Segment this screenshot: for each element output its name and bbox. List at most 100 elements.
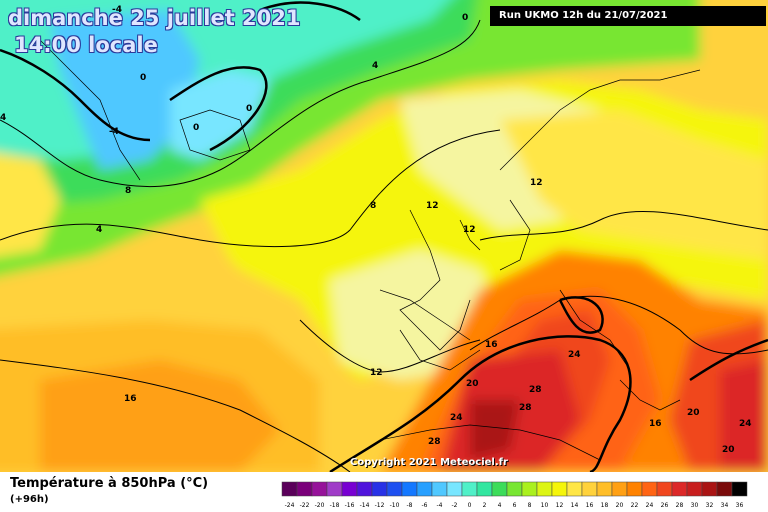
legend-swatch <box>281 481 298 497</box>
temperature-map: -4 -4 0 0 0 0 4 4 4 8 8 12 12 12 12 16 1… <box>0 0 768 472</box>
legend-swatch <box>416 481 433 497</box>
contour-labels: -4 -4 0 0 0 0 4 4 4 8 8 12 12 12 12 16 1… <box>0 5 752 455</box>
legend-tick: 34 <box>721 502 729 509</box>
legend-tick: 12 <box>556 502 564 509</box>
contour-label: 12 <box>463 225 476 235</box>
legend-tick: 22 <box>631 502 639 509</box>
legend-swatch <box>671 481 688 497</box>
contour-label: 0 <box>140 73 146 83</box>
legend-swatch <box>386 481 403 497</box>
contour-label: 28 <box>529 385 542 395</box>
legend-tick: 8 <box>528 502 532 509</box>
legend-tick: 24 <box>646 502 654 509</box>
contour-label: 28 <box>428 437 441 447</box>
bold-isotherms <box>0 1 768 472</box>
legend-swatch <box>311 481 328 497</box>
model-run-info: Run UKMO 12h du 21/07/2021 <box>490 6 766 26</box>
legend-swatch <box>356 481 373 497</box>
legend-tick: 0 <box>468 502 472 509</box>
contour-label: 24 <box>568 350 581 360</box>
legend-tick: 30 <box>691 502 699 509</box>
legend-swatch <box>716 481 733 497</box>
legend-swatch <box>551 481 568 497</box>
legend-tick: 28 <box>676 502 684 509</box>
legend-tick: 20 <box>616 502 624 509</box>
contour-label: 24 <box>739 419 752 429</box>
legend-tick: 2 <box>483 502 487 509</box>
legend-swatch <box>731 481 748 497</box>
contour-label: -4 <box>112 5 122 15</box>
parameter-title: Température à 850hPa (°C) <box>10 476 209 491</box>
legend-swatch <box>491 481 508 497</box>
contour-label: 16 <box>124 394 137 404</box>
legend-swatch <box>371 481 388 497</box>
legend-tick: 32 <box>706 502 714 509</box>
legend-swatch <box>581 481 598 497</box>
contour-label: 8 <box>125 186 131 196</box>
legend-tick: -8 <box>407 502 413 509</box>
legend-tick: -20 <box>315 502 325 509</box>
legend-tick: -24 <box>285 502 295 509</box>
forecast-time: 14:00 locale <box>14 33 158 57</box>
legend-tick: -4 <box>437 502 443 509</box>
contour-label: 20 <box>687 408 700 418</box>
legend-swatch <box>401 481 418 497</box>
legend-tick: -14 <box>360 502 370 509</box>
legend-tick: 18 <box>601 502 609 509</box>
legend-tick: 36 <box>736 502 744 509</box>
color-scale-legend: -24 -22 -20 -18 -16 -14 -12 -10 -8 -6 -4 -2 0 2 4 6 8 10 1… <box>281 481 748 509</box>
legend-tick: -10 <box>390 502 400 509</box>
contour-label: 12 <box>426 201 439 211</box>
copyright-notice: Copyright 2021 Meteociel.fr <box>350 457 508 468</box>
legend-swatch <box>521 481 538 497</box>
isotherms <box>0 19 768 472</box>
legend-swatch <box>461 481 478 497</box>
contour-label: 24 <box>450 413 463 423</box>
legend-tick: -2 <box>452 502 458 509</box>
legend-swatch <box>701 481 718 497</box>
legend-tick: 26 <box>661 502 669 509</box>
contour-label: 0 <box>246 104 252 114</box>
contour-label: 12 <box>370 368 383 378</box>
legend-swatch <box>596 481 613 497</box>
legend-swatch <box>431 481 448 497</box>
legend-swatch <box>476 481 493 497</box>
contour-label: 12 <box>530 178 543 188</box>
contour-label: 16 <box>649 419 662 429</box>
legend-tick: 4 <box>498 502 502 509</box>
legend-swatch <box>326 481 343 497</box>
contour-label: 4 <box>0 113 6 123</box>
legend-swatch <box>296 481 313 497</box>
legend-tick: -16 <box>345 502 355 509</box>
forecast-date: dimanche 25 juillet 2021 <box>8 6 301 30</box>
legend-swatch <box>656 481 673 497</box>
contour-label: -4 <box>109 127 119 137</box>
contour-label: 20 <box>466 379 479 389</box>
legend-swatch <box>536 481 553 497</box>
contour-label: 0 <box>193 123 199 133</box>
legend-tick: 14 <box>571 502 579 509</box>
contour-label: 8 <box>370 201 376 211</box>
legend-swatch <box>686 481 703 497</box>
legend-tick: 10 <box>541 502 549 509</box>
contour-label: 28 <box>519 403 532 413</box>
temperature-field <box>0 0 768 472</box>
legend-tick: -12 <box>375 502 385 509</box>
legend-swatch <box>641 481 658 497</box>
legend-swatch <box>626 481 643 497</box>
legend-swatch <box>506 481 523 497</box>
legend-swatch <box>566 481 583 497</box>
legend-tick: 16 <box>586 502 594 509</box>
contour-label: 16 <box>485 340 498 350</box>
legend-swatch <box>446 481 463 497</box>
legend-tick: -18 <box>330 502 340 509</box>
legend-swatch <box>611 481 628 497</box>
legend-tick: -6 <box>422 502 428 509</box>
forecast-step: (+96h) <box>10 494 49 505</box>
legend-swatch <box>341 481 358 497</box>
contour-label: 4 <box>96 225 102 235</box>
contour-label: 4 <box>372 61 378 71</box>
contour-label: 0 <box>462 13 468 23</box>
legend-tick: -22 <box>300 502 310 509</box>
contour-label: 20 <box>722 445 735 455</box>
